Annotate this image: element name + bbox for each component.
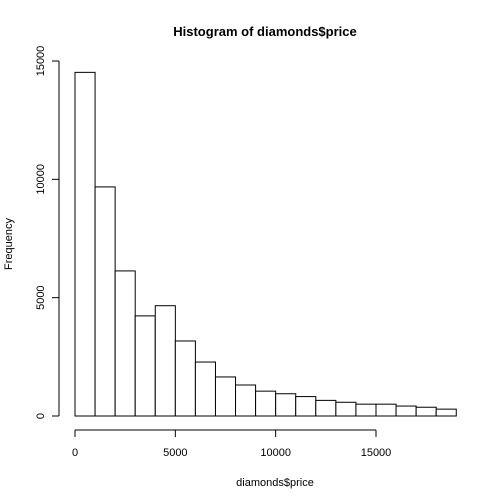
histogram-bar-17 <box>415 406 437 417</box>
x-axis-label: diamonds$price <box>236 477 314 489</box>
histogram-bar-5 <box>174 340 196 417</box>
bars-group <box>74 71 457 417</box>
y-tick-label: 5000 <box>35 285 47 309</box>
y-axis: 0 5000 10000 15000 <box>35 46 60 419</box>
histogram-bar-10 <box>275 393 297 417</box>
histogram-bar-8 <box>235 384 257 417</box>
histogram-bar-12 <box>315 399 337 417</box>
histogram-bar-0 <box>74 71 96 417</box>
chart-title: Histogram of diamonds$price <box>173 24 356 39</box>
histogram-bar-3 <box>134 315 156 417</box>
histogram-bar-14 <box>355 403 377 417</box>
x-tick-label: 10000 <box>260 447 291 459</box>
histogram-bar-16 <box>395 405 417 417</box>
histogram-bar-2 <box>114 270 136 417</box>
histogram-bar-7 <box>214 376 237 417</box>
x-tick-label: 5000 <box>163 447 187 459</box>
y-tick-label: 10000 <box>35 164 47 195</box>
histogram-bar-11 <box>295 396 317 417</box>
histogram-bar-6 <box>194 361 216 417</box>
y-axis-label: Frequency <box>3 218 15 270</box>
y-tick-label: 0 <box>35 413 47 419</box>
histogram-bar-18 <box>435 408 457 417</box>
histogram-bar-9 <box>255 390 277 417</box>
histogram-bar-15 <box>375 403 397 417</box>
histogram-bar-13 <box>335 401 357 417</box>
x-tick-label: 15000 <box>361 447 392 459</box>
x-axis: 0 5000 10000 15000 <box>72 429 392 459</box>
histogram-bar-1 <box>94 186 116 417</box>
x-tick-label: 0 <box>72 447 78 459</box>
y-tick-label: 15000 <box>35 46 47 77</box>
histogram-bar-4 <box>154 305 176 417</box>
